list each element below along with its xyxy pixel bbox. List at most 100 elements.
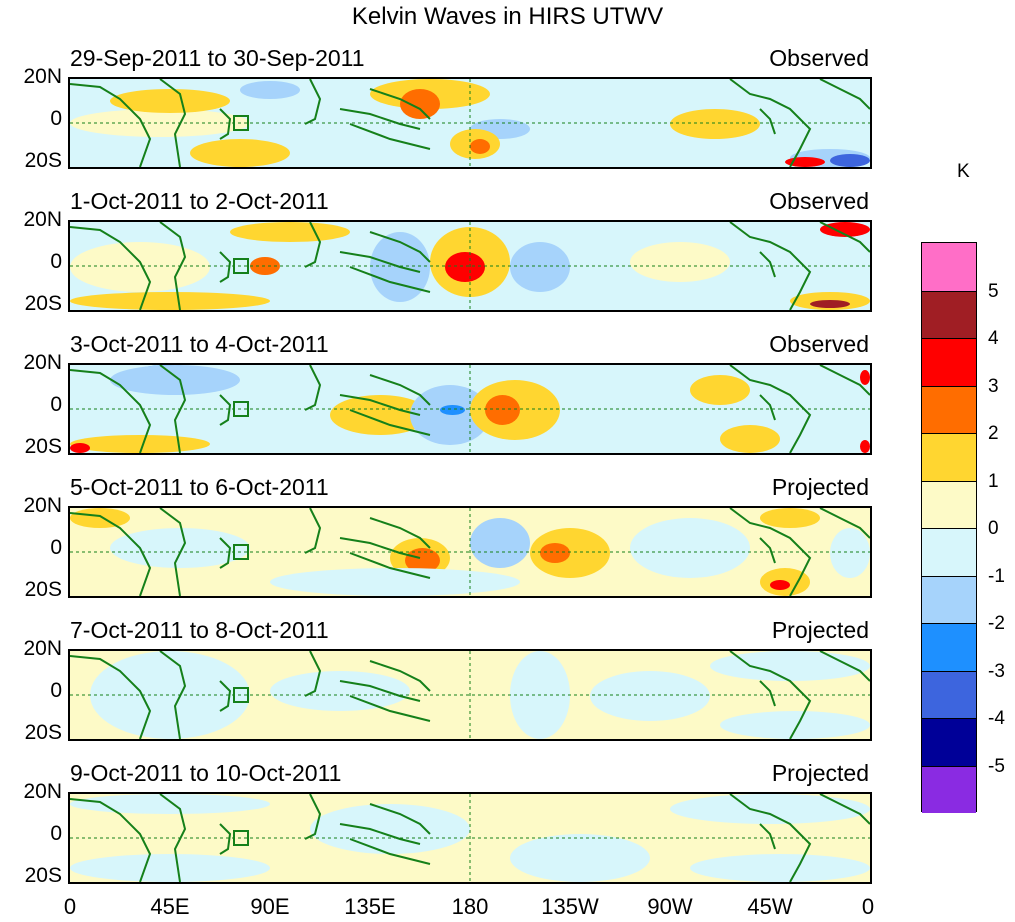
anomaly-contour	[405, 548, 440, 573]
coastline	[369, 660, 431, 692]
colorbar-segment	[922, 765, 976, 813]
coastline	[759, 108, 776, 135]
coastline	[219, 394, 232, 426]
panel-status: Projected	[771, 760, 869, 786]
lat-label-20n: 20N	[23, 208, 62, 231]
anomaly-contour	[540, 543, 570, 563]
coastline	[819, 794, 870, 825]
coastline	[759, 537, 776, 564]
panel-date-range: 7-Oct-2011 to 8-Oct-2011	[70, 617, 329, 643]
coastline	[349, 409, 431, 436]
coastline	[304, 222, 322, 268]
anomaly-contour	[830, 528, 870, 578]
coastline	[729, 651, 812, 739]
anomaly-map-svg	[70, 651, 870, 739]
anomaly-contour	[670, 794, 870, 824]
coastline	[70, 512, 152, 596]
anomaly-contour	[690, 854, 870, 882]
coastline	[369, 88, 431, 120]
colorbar-label: -5	[988, 756, 1005, 777]
anomaly-contour	[330, 395, 430, 435]
coastline	[339, 823, 421, 845]
coastline	[759, 823, 776, 850]
coastline	[304, 79, 322, 125]
map-panel: 1-Oct-2011 to 2-Oct-2011 Observed 20N 0 …	[0, 188, 1015, 335]
anomaly-contour	[70, 854, 270, 882]
anomaly-map	[68, 792, 872, 884]
anomaly-contour	[770, 580, 790, 590]
coastline	[759, 251, 776, 278]
coastline	[369, 231, 431, 263]
coastline	[219, 680, 232, 712]
panel-status: Projected	[771, 617, 869, 643]
anomaly-contour	[810, 300, 850, 308]
anomaly-map-svg	[70, 508, 870, 596]
coastline	[159, 651, 187, 739]
anomaly-contour	[410, 385, 490, 445]
anomaly-contour	[830, 154, 870, 167]
map-panel: 7-Oct-2011 to 8-Oct-2011 Projected 20N 0…	[0, 617, 1015, 764]
panel-status: Observed	[769, 45, 869, 71]
anomaly-contour	[690, 375, 750, 405]
panel-date-range: 3-Oct-2011 to 4-Oct-2011	[70, 331, 329, 357]
anomaly-contour	[270, 671, 410, 711]
coastline	[159, 508, 187, 596]
anomaly-contour	[70, 292, 270, 310]
coastline	[349, 695, 431, 722]
coastline	[369, 517, 431, 549]
lat-label-eq: 0	[50, 107, 62, 130]
anomaly-contour	[190, 139, 290, 167]
coastline	[729, 79, 812, 167]
lon-label: 135E	[344, 894, 396, 919]
anomaly-contour	[860, 440, 870, 453]
map-panel: 5-Oct-2011 to 6-Oct-2011 Projected 20N 0…	[0, 474, 1015, 621]
coastline	[339, 394, 421, 416]
lat-label-20n: 20N	[23, 780, 62, 803]
colorbar-segment	[922, 433, 976, 481]
coastline	[339, 108, 421, 130]
anomaly-contour	[110, 365, 240, 395]
lat-label-20n: 20N	[23, 494, 62, 517]
coastline	[159, 365, 187, 453]
lat-label-eq: 0	[50, 679, 62, 702]
lon-label: 90W	[647, 894, 693, 919]
lon-label: 0	[63, 894, 77, 919]
colorbar-label: 4	[988, 328, 999, 349]
coastline	[819, 651, 870, 682]
lat-label-eq: 0	[50, 536, 62, 559]
coastline	[304, 508, 322, 554]
coastline	[219, 537, 232, 569]
anomaly-contour	[310, 804, 470, 854]
colorbar-segment	[922, 575, 976, 623]
anomaly-contour	[445, 252, 485, 282]
coastline	[70, 798, 152, 882]
anomaly-map	[68, 363, 872, 455]
colorbar-segment	[922, 718, 976, 766]
map-panel: 9-Oct-2011 to 10-Oct-2011 Projected 20N …	[0, 760, 1015, 907]
lon-label: 45W	[747, 894, 793, 919]
coastline	[759, 680, 776, 707]
panel-status: Projected	[771, 474, 869, 500]
coastline	[304, 651, 322, 697]
coastline	[369, 374, 431, 406]
anomaly-contour	[400, 89, 440, 119]
coastline	[159, 79, 187, 167]
panel-date-range: 5-Oct-2011 to 6-Oct-2011	[70, 474, 329, 500]
coastline	[159, 794, 187, 882]
colorbar-label: 1	[988, 471, 999, 492]
anomaly-contour	[470, 518, 530, 568]
coastline	[70, 83, 152, 167]
lat-label-20s: 20S	[24, 721, 62, 744]
anomaly-contour	[70, 443, 90, 453]
lat-label-20s: 20S	[24, 149, 62, 172]
coastline	[70, 655, 152, 739]
anomaly-contour	[760, 508, 820, 528]
coastline	[729, 508, 812, 596]
coastline	[349, 123, 431, 150]
coastline	[349, 838, 431, 865]
colorbar-segment	[922, 670, 976, 718]
colorbar-segment	[922, 243, 976, 291]
colorbar-segment	[922, 290, 976, 338]
anomaly-contour	[440, 405, 465, 415]
lat-label-eq: 0	[50, 250, 62, 273]
